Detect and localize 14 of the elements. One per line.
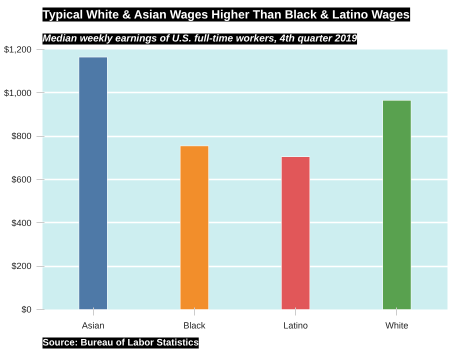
y-tick-label: $200 [11,261,32,272]
y-tick-label: $1,000 [4,88,32,98]
chart-subtitle: Median weekly earnings of U.S. full-time workers, 4th quarter 2019 [42,34,358,44]
y-tick-label: $0 [21,304,32,314]
x-tick-label: Asian [82,320,104,330]
x-tick-label: Black [183,320,206,330]
x-tick-label: Latino [283,320,308,330]
source-note: Source: Bureau of Labor Statistics [42,338,199,348]
y-tick-label: $600 [11,174,32,184]
y-tick-label: $1,200 [4,44,32,54]
chart-title: Typical White & Asian Wages Higher Than Black & Latino Wages [42,8,410,22]
x-tick-label: White [385,320,408,330]
y-tick-label: $400 [11,218,32,228]
y-tick-label: $800 [11,131,32,142]
